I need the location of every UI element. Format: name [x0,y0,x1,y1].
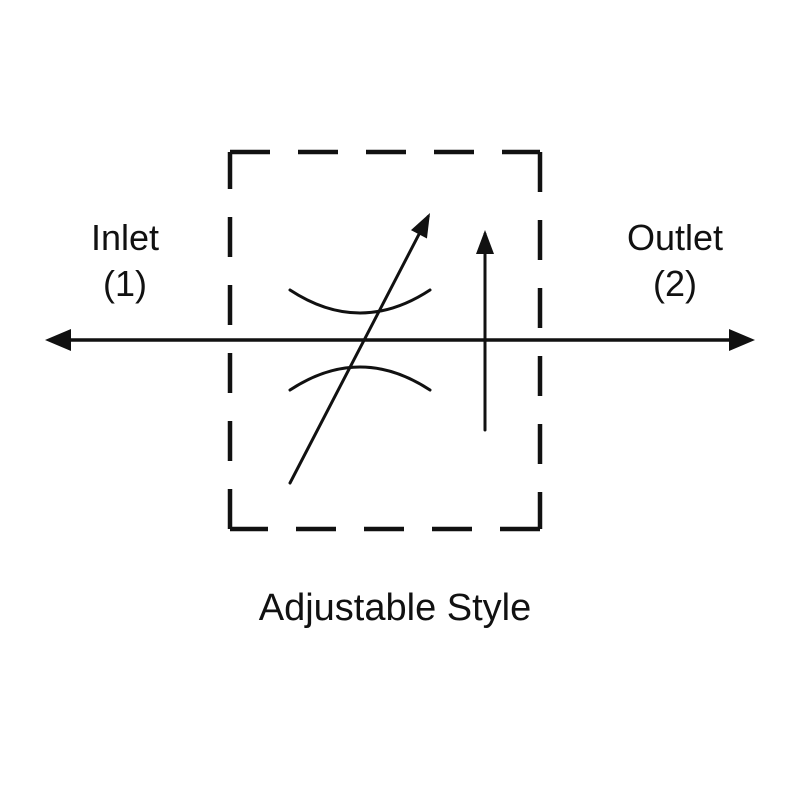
outlet-label-line1: Outlet [627,217,723,258]
bypass-arrow-arrowhead-icon [476,230,494,254]
inlet-label-line1: Inlet [91,217,159,258]
adjustable-arrow-line [290,217,428,483]
flow-control-diagram: Inlet (1) Outlet (2) Adjustable Style [0,0,800,800]
restriction-arc-lower [290,367,430,390]
inlet-arrowhead-icon [45,329,71,351]
outlet-label-line2: (2) [653,263,697,304]
outlet-arrowhead-icon [729,329,755,351]
inlet-label-line2: (1) [103,263,147,304]
restriction-arc-upper [290,290,430,313]
adjustable-arrow-arrowhead-icon [411,213,430,238]
caption-label: Adjustable Style [259,587,532,629]
